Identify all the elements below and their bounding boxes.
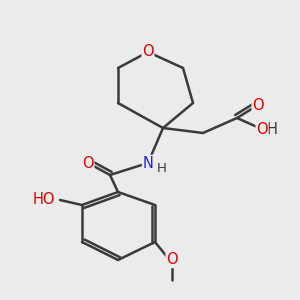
Text: H: H	[267, 122, 278, 137]
Text: H: H	[157, 161, 167, 175]
Text: O: O	[166, 253, 178, 268]
Text: O: O	[142, 44, 154, 59]
Text: O: O	[252, 98, 264, 112]
Text: O: O	[256, 122, 268, 137]
Text: N: N	[142, 155, 153, 170]
Text: O: O	[82, 155, 94, 170]
Text: HO: HO	[33, 193, 55, 208]
